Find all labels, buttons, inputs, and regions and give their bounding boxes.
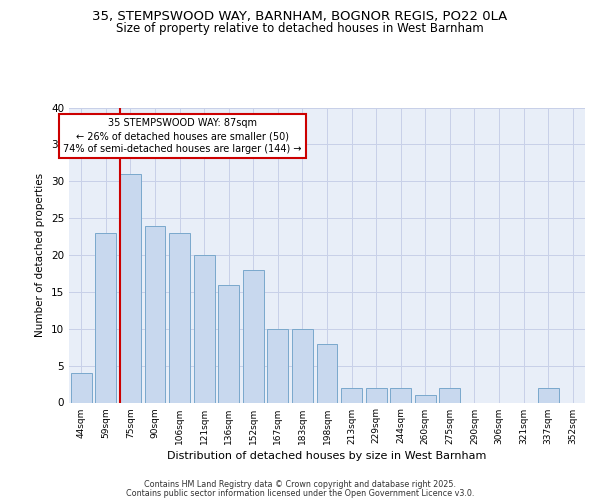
Bar bbox=[243, 270, 264, 402]
Bar bbox=[292, 329, 313, 402]
Bar bbox=[169, 233, 190, 402]
Text: Contains public sector information licensed under the Open Government Licence v3: Contains public sector information licen… bbox=[126, 488, 474, 498]
Bar bbox=[538, 388, 559, 402]
Text: 35 STEMPSWOOD WAY: 87sqm
← 26% of detached houses are smaller (50)
74% of semi-d: 35 STEMPSWOOD WAY: 87sqm ← 26% of detach… bbox=[63, 118, 302, 154]
Bar bbox=[268, 329, 289, 402]
Bar bbox=[341, 388, 362, 402]
Text: 35, STEMPSWOOD WAY, BARNHAM, BOGNOR REGIS, PO22 0LA: 35, STEMPSWOOD WAY, BARNHAM, BOGNOR REGI… bbox=[92, 10, 508, 23]
Text: Contains HM Land Registry data © Crown copyright and database right 2025.: Contains HM Land Registry data © Crown c… bbox=[144, 480, 456, 489]
Bar bbox=[95, 233, 116, 402]
Y-axis label: Number of detached properties: Number of detached properties bbox=[35, 173, 46, 337]
Bar bbox=[390, 388, 411, 402]
Bar bbox=[145, 226, 166, 402]
Bar bbox=[194, 255, 215, 402]
Bar bbox=[218, 284, 239, 403]
Text: Size of property relative to detached houses in West Barnham: Size of property relative to detached ho… bbox=[116, 22, 484, 35]
Bar bbox=[415, 395, 436, 402]
Bar bbox=[317, 344, 337, 402]
Bar bbox=[71, 373, 92, 402]
Bar bbox=[120, 174, 141, 402]
Bar bbox=[439, 388, 460, 402]
X-axis label: Distribution of detached houses by size in West Barnham: Distribution of detached houses by size … bbox=[167, 450, 487, 460]
Bar bbox=[365, 388, 386, 402]
